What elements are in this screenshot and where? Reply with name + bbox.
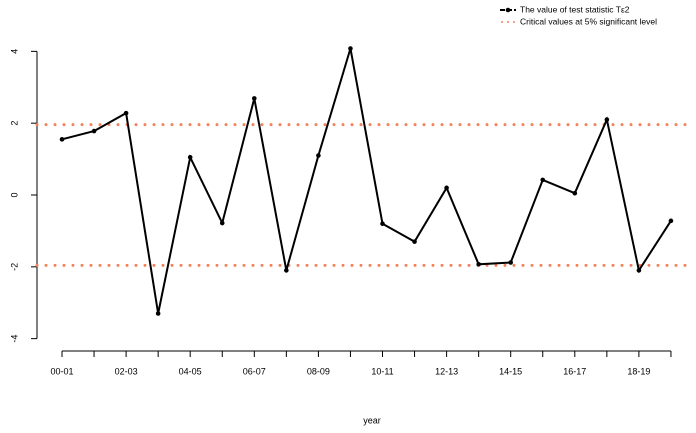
x-axis-label: year (363, 415, 381, 425)
data-line (61, 48, 672, 314)
y-tick-label: 2 (9, 121, 19, 126)
x-tick-label: 06-07 (243, 366, 266, 376)
data-point (444, 185, 449, 191)
data-point (476, 262, 481, 267)
data-point (508, 260, 513, 265)
data-point (123, 110, 129, 116)
data-point (91, 128, 97, 134)
x-tick-label: 12-13 (435, 366, 458, 376)
x-tick-label: 04-05 (179, 366, 202, 376)
x-tick-label: 14-15 (499, 366, 522, 376)
legend-label: Critical values at 5% significant level (520, 16, 657, 26)
data-point (252, 96, 257, 101)
data-point (636, 268, 642, 273)
data-point (380, 221, 385, 227)
data-point (412, 239, 417, 244)
data-point (219, 220, 225, 226)
y-tick-label: 0 (9, 192, 19, 197)
y-tick-label: -4 (9, 335, 19, 343)
data-point (572, 190, 578, 196)
x-tick-label: 10-11 (371, 366, 393, 376)
x-tick-label: 08-09 (307, 366, 330, 376)
legend-point (505, 7, 511, 13)
data-point (284, 268, 289, 273)
y-tick-label: -2 (9, 263, 19, 271)
x-tick-label: 18-19 (627, 366, 650, 376)
data-point (348, 46, 353, 51)
data-point (187, 154, 193, 160)
x-tick-label: 16-17 (563, 366, 586, 376)
data-point (155, 311, 161, 316)
data-point (316, 153, 321, 158)
data-point (668, 218, 674, 224)
legend-label: The value of test statistic Tε2 (520, 4, 630, 14)
y-tick-label: 4 (9, 49, 19, 54)
x-tick-label: 00-01 (50, 366, 73, 376)
x-tick-label: 02-03 (115, 366, 138, 376)
data-point (59, 137, 65, 142)
data-point (604, 117, 610, 122)
data-point (540, 177, 546, 183)
